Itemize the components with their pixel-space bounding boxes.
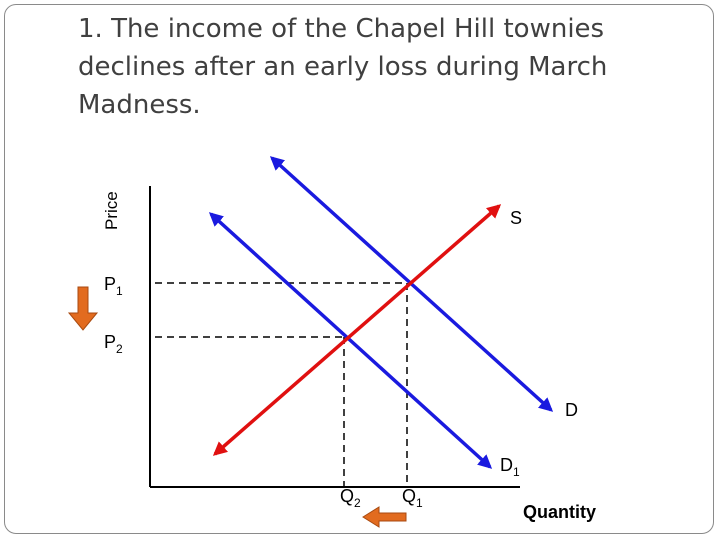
price-decrease-arrow-icon — [67, 286, 99, 331]
quantity-decrease-arrow-icon — [362, 506, 407, 528]
p1-label: P1 — [104, 274, 123, 298]
p2-label: P2 — [104, 332, 123, 356]
demand-new-label: D1 — [500, 455, 520, 479]
supply-label: S — [510, 208, 522, 228]
q1-label: Q1 — [402, 486, 423, 510]
demand-label: D — [565, 400, 578, 420]
q2-label: Q2 — [340, 486, 361, 510]
slide-title: 1. The income of the Chapel Hill townies… — [78, 14, 608, 120]
y-axis-label: Price — [102, 191, 121, 230]
supply-curve — [212, 204, 502, 456]
slide-frame — [4, 4, 714, 534]
x-axis-label: Quantity — [523, 502, 596, 522]
